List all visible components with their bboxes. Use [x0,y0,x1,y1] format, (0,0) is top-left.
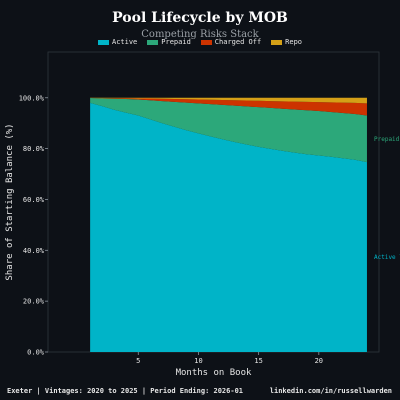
x-tick-label: 10 [194,357,202,365]
x-tick-label: 15 [254,357,262,365]
area-series-group [90,97,367,352]
legend-label-repo: Repo [285,38,303,46]
legend-swatch-prepaid [147,39,159,45]
legend-swatch-repo [271,39,283,45]
area-prepaid [90,98,367,163]
area-charged-off [90,98,367,116]
area-repo [90,97,367,104]
y-tick-label: 40.0% [23,247,45,255]
chart-subtitle: Competing Risks Stack [141,29,259,40]
area-active [90,102,367,352]
legend-item-repo: Repo [271,38,302,46]
legend-label-charged-off: Charged Off [214,38,262,46]
legend-label-prepaid: Prepaid [161,38,191,46]
legend-item-active: Active [97,38,138,46]
end-label-prepaid: Prepaid [374,136,400,143]
x-tick-label: 20 [315,357,323,365]
legend-swatch-active [97,39,109,45]
y-tick-label: 100.0% [19,94,45,102]
legend-label-active: Active [111,38,138,46]
end-labels: Active 7 Prepaid [374,136,400,261]
y-tick-label: 0.0% [27,349,45,357]
y-axis: 0.0% 20.0% 40.0% 60.0% 80.0% 100.0% [19,94,48,357]
footer-source: Exeter | Vintages: 2020 to 2025 | Period… [7,387,244,395]
y-tick-label: 60.0% [23,196,45,204]
x-axis: 5 10 15 20 [136,352,323,365]
legend-item-prepaid: Prepaid [147,38,191,46]
chart-title: Pool Lifecycle by MOB [112,10,288,26]
legend-item-charged-off: Charged Off [200,38,262,46]
y-tick-label: 80.0% [23,145,45,153]
y-axis-label: Share of Starting Balance (%) [5,123,15,280]
chart-legend: Active Prepaid Charged Off Repo [0,38,400,46]
end-label-active: Active 7 [374,254,400,261]
footer-link[interactable]: linkedin.com/in/russellwarden [269,387,392,395]
x-axis-label: Months on Book [176,368,252,378]
y-tick-label: 20.0% [23,298,45,306]
legend-swatch-charged-off [200,39,212,45]
x-tick-label: 5 [136,357,140,365]
